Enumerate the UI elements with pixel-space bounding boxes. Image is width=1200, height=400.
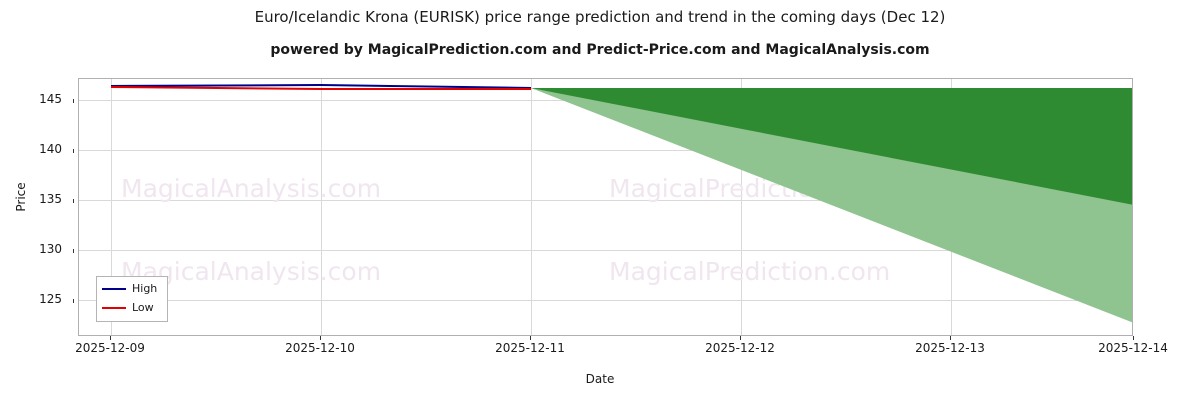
legend-label-low: Low	[132, 301, 154, 314]
x-tick-mark	[320, 336, 321, 340]
gridline-h	[79, 200, 1132, 201]
gridline-v	[111, 79, 112, 335]
gridline-h	[79, 300, 1132, 301]
legend-swatch-high	[102, 288, 126, 290]
x-tick-label: 2025-12-14	[1098, 341, 1168, 355]
high-line	[110, 83, 532, 89]
legend: High Low	[96, 276, 168, 322]
y-tick-label: 140	[39, 142, 62, 156]
y-tick-label: 125	[39, 292, 62, 306]
gridline-v	[741, 79, 742, 335]
gridline-h	[79, 150, 1132, 151]
x-tick-label: 2025-12-10	[285, 341, 355, 355]
x-tick-label: 2025-12-12	[705, 341, 775, 355]
x-tick-label: 2025-12-13	[915, 341, 985, 355]
y-tick-mark	[73, 299, 74, 303]
legend-label-high: High	[132, 282, 158, 295]
chart-subtitle: powered by MagicalPrediction.com and Pre…	[270, 42, 930, 58]
plot-area: MagicalAnalysis.com MagicalPrediction.co…	[78, 78, 1133, 336]
gridline-v	[321, 79, 322, 335]
x-tick-label: 2025-12-09	[75, 341, 145, 355]
x-tick-mark	[530, 336, 531, 340]
chart-title: Euro/Icelandic Krona (EURISK) price rang…	[254, 8, 946, 26]
x-tick-mark	[110, 336, 111, 340]
inner-range-band	[531, 88, 1132, 205]
x-axis-title: Date	[585, 372, 615, 386]
y-tick-mark	[73, 199, 74, 203]
y-tick-mark	[73, 99, 74, 103]
x-tick-mark	[950, 336, 951, 340]
x-tick-mark	[1133, 336, 1134, 340]
y-tick-mark	[73, 249, 74, 253]
low-line	[110, 86, 531, 90]
gridline-v	[531, 79, 532, 335]
series-svg	[110, 83, 1132, 323]
y-tick-mark	[73, 149, 74, 153]
x-tick-mark	[740, 336, 741, 340]
gridline-h	[79, 250, 1132, 251]
x-tick-label: 2025-12-11	[495, 341, 565, 355]
y-tick-label: 135	[39, 192, 62, 206]
y-tick-label: 130	[39, 242, 62, 256]
legend-swatch-low	[102, 307, 126, 309]
y-tick-label: 145	[39, 92, 62, 106]
